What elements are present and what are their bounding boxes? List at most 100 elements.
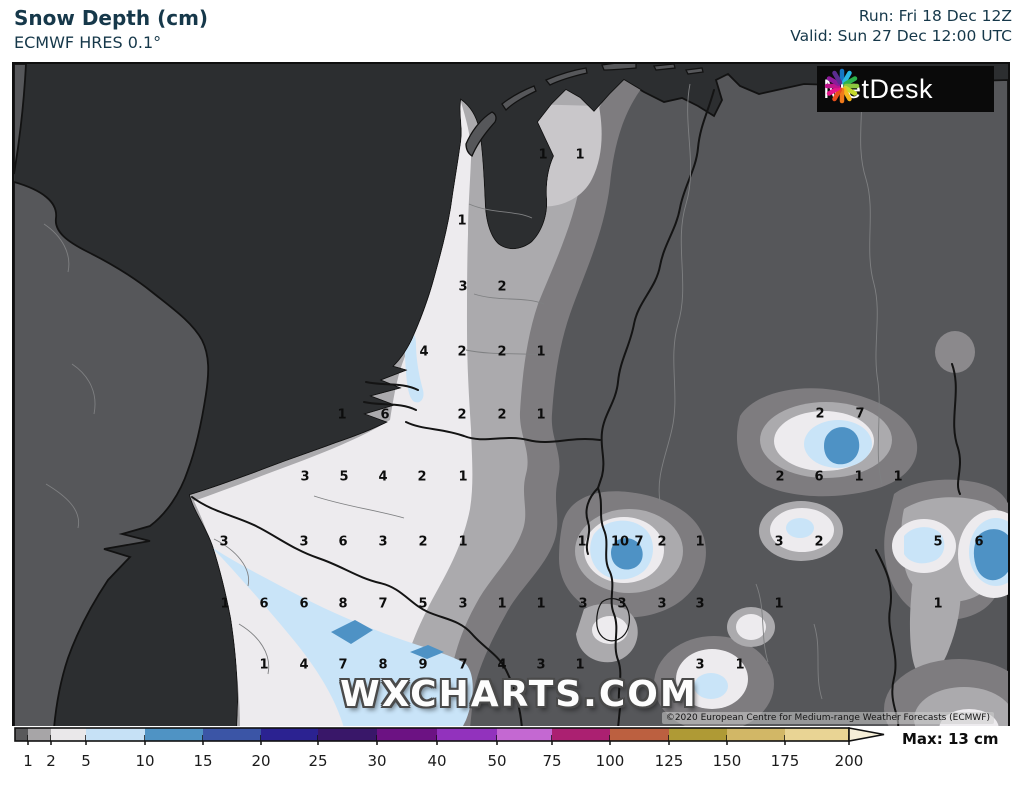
run-valid-block: Run: Fri 18 Dec 12Z Valid: Sun 27 Dec 12…: [790, 6, 1012, 46]
map-value-label: 7: [378, 596, 388, 612]
metdesk-logo: MetDesk: [817, 66, 994, 112]
legend-tick-label: 2: [46, 752, 56, 770]
legend-colorbar: 1 2 5 10 15 20 25 30 40 50 75 100 125 150 175 200: [14, 727, 885, 770]
legend-segment: [727, 728, 785, 741]
legend: 1 2 5 10 15 20 25 30 40 50 75 100 125 150 175 200 Max: …: [0, 726, 1024, 786]
legend-tick-label: 50: [487, 752, 506, 770]
legend-tick-label: 15: [193, 752, 212, 770]
map-value-label: 3: [578, 596, 588, 612]
map-value-label: 7: [634, 534, 644, 550]
map-value-label: 6: [299, 596, 309, 612]
map-value-label: 1: [458, 469, 468, 485]
map-value-label: 1: [893, 469, 903, 485]
wadden-islands: [465, 64, 704, 157]
rivers-and-region-lines: [43, 65, 883, 700]
map-value-label: 3: [299, 534, 309, 550]
map-value-label: 1: [774, 596, 784, 612]
pinwheel-ray: [841, 87, 852, 102]
map-value-label: 1: [536, 596, 546, 612]
map-value-label: 3: [657, 596, 667, 612]
legend-segment: [203, 728, 261, 741]
legend-tick-label: 75: [542, 752, 561, 770]
snow-depth-values: 1 1 1 3 2 4 2 2 1 1 6 2 2 1 2 7 3 5 4 2 1 2 6 1 1 3 3 6 3 2 1 1 10 7 2 1 3 2 5…: [14, 64, 1008, 728]
legend-segment: [15, 728, 28, 741]
map-value-label: 1: [337, 407, 347, 423]
map-value-label: 4: [497, 657, 507, 673]
map-value-label: 1: [259, 657, 269, 673]
legend-tick-label: 125: [655, 752, 684, 770]
map-value-label: 3: [378, 534, 388, 550]
map-value-label: 2: [417, 469, 427, 485]
map-value-label: 2: [457, 344, 467, 360]
map-value-label: 6: [380, 407, 390, 423]
map-value-label: 4: [299, 657, 309, 673]
map-value-label: 5: [339, 469, 349, 485]
pinwheel-ray: [841, 70, 852, 85]
map-value-label: 1: [457, 213, 467, 229]
map-value-label: 8: [378, 657, 388, 673]
metdesk-pinwheel-icon: [824, 68, 860, 104]
legend-tick-label: 175: [771, 752, 800, 770]
map-value-label: 1: [575, 147, 585, 163]
legend-tick-label: 100: [596, 752, 625, 770]
map-value-label: 7: [855, 406, 865, 422]
map-value-label: 5: [933, 534, 943, 550]
map-value-label: 2: [457, 407, 467, 423]
legend-tick-label: 30: [367, 752, 386, 770]
map-value-label: 1: [735, 657, 745, 673]
legend-segment: [610, 728, 669, 741]
legend-segment: [51, 728, 86, 741]
pinwheel-ray: [843, 85, 858, 96]
map-value-label: 1: [854, 469, 864, 485]
map-value-label: 3: [695, 657, 705, 673]
pinwheel-ray: [832, 87, 843, 102]
map-value-label: 2: [814, 534, 824, 550]
legend-segment: [145, 728, 203, 741]
map-value-label: 3: [458, 279, 468, 295]
map-value-label: 4: [419, 344, 429, 360]
run-label: Run: Fri 18 Dec 12Z: [858, 7, 1012, 25]
map-value-label: 6: [974, 534, 984, 550]
legend-tick-label: 150: [713, 752, 742, 770]
legend-segment: [437, 728, 497, 741]
map-value-label: 3: [536, 657, 546, 673]
weather-map-svg: [14, 64, 1008, 728]
legend-tick-label: 25: [308, 752, 327, 770]
pinwheel-ray: [826, 76, 841, 87]
map-value-label: 1: [695, 534, 705, 550]
map-value-label: 1: [458, 534, 468, 550]
legend-segment: [785, 728, 849, 741]
legend-tick-label: 1: [23, 752, 33, 770]
map-value-label: 2: [815, 406, 825, 422]
pinwheel-ray: [843, 76, 858, 87]
legend-tick-label: 20: [251, 752, 270, 770]
page-title: Snow Depth (cm): [14, 6, 209, 30]
map-value-label: 5: [418, 596, 428, 612]
map-value-label: 3: [300, 469, 310, 485]
pinwheel-ray: [832, 70, 843, 85]
map-value-label: 1: [538, 147, 548, 163]
map-value-label: 1: [577, 534, 587, 550]
map-value-label: 3: [695, 596, 705, 612]
map-value-label: 1: [933, 596, 943, 612]
legend-tick-label: 10: [135, 752, 154, 770]
country-borders: [191, 89, 961, 728]
watermark: WXCHARTS.COM: [340, 674, 698, 715]
england-landmass: [14, 64, 210, 728]
map-value-label: 1: [575, 657, 585, 673]
map-value-label: 3: [458, 596, 468, 612]
legend-segment: [261, 728, 318, 741]
map-value-label: 1: [497, 596, 507, 612]
model-subtitle: ECMWF HRES 0.1°: [14, 33, 162, 52]
pinwheel-ray: [826, 85, 841, 96]
map-value-label: 3: [774, 534, 784, 550]
map-value-label: 1: [220, 596, 230, 612]
legend-segment: [552, 728, 610, 741]
legend-tick-label: 40: [427, 752, 446, 770]
map-value-label: 3: [219, 534, 229, 550]
legend-arrow: [848, 727, 885, 742]
valid-label: Valid: Sun 27 Dec 12:00 UTC: [790, 27, 1012, 45]
map-value-label: 3: [617, 596, 627, 612]
map-value-label: 1: [536, 407, 546, 423]
map-value-label: 4: [378, 469, 388, 485]
